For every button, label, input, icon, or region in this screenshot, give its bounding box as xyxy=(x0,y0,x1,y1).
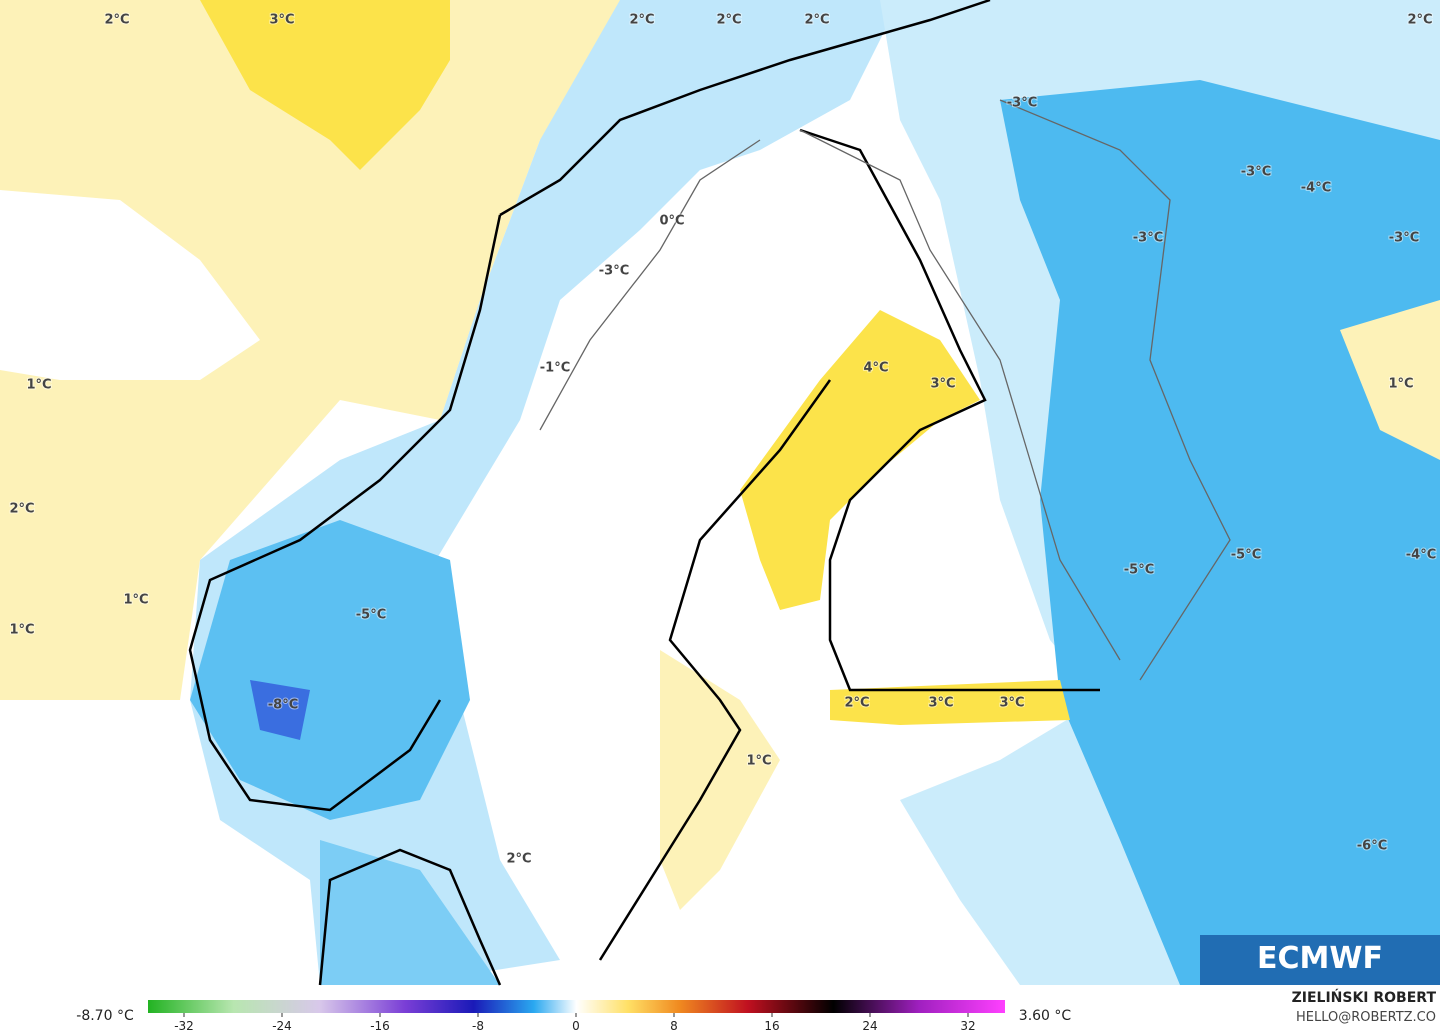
colorbar-tick-label: 32 xyxy=(960,1019,975,1033)
colorbar-tick-label: 24 xyxy=(862,1019,877,1033)
map-label: 2°C xyxy=(9,502,34,517)
logo-text: ECMWF xyxy=(1257,941,1383,976)
colorbar-tick-label: -8 xyxy=(472,1019,484,1033)
map-label: -4°C xyxy=(1301,181,1331,196)
map-label: 0°C xyxy=(659,214,684,229)
map-label: -3°C xyxy=(1133,231,1163,246)
map-label: 4°C xyxy=(863,361,888,376)
colorbar-tick-label: -16 xyxy=(370,1019,390,1033)
map-label: -3°C xyxy=(1241,165,1271,180)
map-label: 2°C xyxy=(104,13,129,28)
map-label: 2°C xyxy=(804,13,829,28)
colorbar-tick-label: -24 xyxy=(272,1019,292,1033)
map-label: 2°C xyxy=(716,13,741,28)
map-label: 2°C xyxy=(844,696,869,711)
map-label: 3°C xyxy=(928,696,953,711)
map-label: 2°C xyxy=(629,13,654,28)
colorbar xyxy=(148,1000,1005,1013)
map-label: -5°C xyxy=(356,608,386,623)
map-label: 2°C xyxy=(506,852,531,867)
map-label: -6°C xyxy=(1357,839,1387,854)
borders xyxy=(539,99,1231,681)
colorbar-tick-label: -32 xyxy=(174,1019,194,1033)
map-fields xyxy=(0,0,1440,985)
coastlines xyxy=(188,0,1100,986)
colorbar-tick-label: 0 xyxy=(572,1019,580,1033)
map-label: 3°C xyxy=(269,13,294,28)
logo: ECMWF xyxy=(1200,935,1440,985)
credit-name: ZIELIŃSKI ROBERT xyxy=(1292,988,1437,1006)
credit-email: HELLO@ROBERTZ.CO xyxy=(1296,1010,1436,1025)
map-label: -1°C xyxy=(540,361,570,376)
map-label: 3°C xyxy=(999,696,1024,711)
map-label: -5°C xyxy=(1124,563,1154,578)
map-label: -5°C xyxy=(1231,548,1261,563)
map-label: -4°C xyxy=(1406,548,1436,563)
colorbar-tick-label: 8 xyxy=(670,1019,678,1033)
colorbar-tick-label: 16 xyxy=(764,1019,779,1033)
map-label: 3°C xyxy=(930,377,955,392)
map-label: 1°C xyxy=(123,593,148,608)
map-label: -3°C xyxy=(1007,96,1037,111)
map-label: -3°C xyxy=(1389,231,1419,246)
map-label: -3°C xyxy=(599,264,629,279)
map-label: -8°C xyxy=(268,698,298,713)
map-label: 2°C xyxy=(1407,13,1432,28)
map-label: 1°C xyxy=(9,623,34,638)
max-label: 3.60 °C xyxy=(1019,1008,1072,1024)
map-label: 1°C xyxy=(746,754,771,769)
map-label: 1°C xyxy=(1388,377,1413,392)
min-label: -8.70 °C xyxy=(76,1008,134,1024)
map-label: 1°C xyxy=(26,378,51,393)
